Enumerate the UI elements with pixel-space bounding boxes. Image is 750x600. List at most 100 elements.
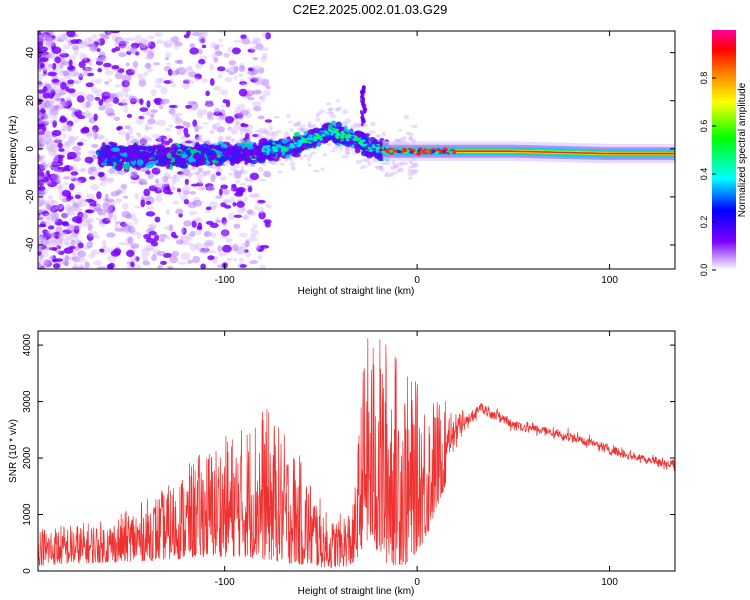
spectrogram-cell: [103, 92, 112, 97]
spectrogram-cell: [239, 128, 245, 135]
spectrogram-cell: [46, 144, 55, 152]
spectrogram-cell: [176, 171, 185, 175]
spectrogram-cell: [117, 102, 128, 106]
spectrogram-cell: [54, 218, 63, 226]
spectrogram-cell: [191, 220, 197, 228]
spectrogram-cell: [113, 116, 121, 121]
spectrogram-cell: [90, 85, 98, 94]
spectrogram-cell: [229, 65, 235, 70]
spectrogram-cell: [202, 122, 209, 125]
spectrogram-cell: [39, 57, 49, 63]
spectrogram-cell: [38, 228, 43, 233]
spectrogram-cell: [252, 133, 259, 138]
spectrogram-cell: [222, 230, 229, 237]
spectrogram-cell: [145, 170, 151, 175]
spectrogram-cell: [307, 128, 316, 135]
spectrogram-cell: [243, 249, 249, 253]
spectrogram-cell: [263, 152, 267, 155]
spectrogram-cell: [293, 141, 298, 145]
x-tick-label: -100: [215, 275, 235, 286]
spectrogram-cell: [182, 169, 186, 175]
spectrogram-cell: [107, 112, 116, 116]
spectrogram-cell: [349, 125, 357, 130]
spectrogram-cell: [221, 148, 227, 152]
spectrogram-cell: [56, 185, 61, 190]
spectrogram-cell: [299, 140, 304, 143]
spectrogram-cell: [48, 111, 59, 116]
snr-y-label: SNR (10 * v/v): [8, 419, 19, 483]
spectrogram-cell: [42, 130, 53, 138]
spectrogram-cell: [89, 205, 94, 209]
spectrogram-cell: [38, 235, 43, 244]
spectrogram-cell: [155, 194, 163, 203]
spectrogram-cell: [122, 195, 129, 199]
spectrogram-cell: [42, 92, 51, 99]
spectrogram-cell: [206, 185, 216, 192]
spectrogram-cell: [134, 218, 139, 225]
spectrogram-cell: [44, 130, 54, 138]
spectrogram-cell: [74, 107, 80, 112]
spectrogram-cell: [242, 126, 247, 131]
spectrogram-cell: [90, 166, 97, 172]
spectrogram-cell: [201, 78, 208, 83]
spectrogram-cell: [86, 219, 92, 227]
spectrogram-cell: [97, 67, 103, 73]
spectrogram-cell: [49, 39, 55, 47]
spectrogram-cell: [189, 230, 196, 237]
snr-x-ticks: -100 0 100: [215, 331, 618, 588]
spectrogram-cell: [190, 183, 199, 187]
spectrogram-cell: [189, 149, 198, 154]
spectrogram-cell: [265, 85, 271, 90]
spectrogram-cell: [51, 129, 62, 137]
spectrogram-cell: [292, 122, 299, 127]
spectrogram-cell: [397, 167, 405, 173]
spectrogram-cell: [203, 109, 208, 115]
spectrogram-cell: [185, 104, 193, 109]
spectrogram-cell: [350, 147, 355, 151]
spectrogram-cell: [138, 142, 143, 146]
spectrogram-cell: [93, 113, 98, 122]
spectrogram-cell: [394, 139, 400, 143]
spectrogram-cell: [283, 131, 290, 136]
spectrogram-cell: [84, 66, 89, 75]
spectrogram-cell: [338, 145, 344, 151]
spectrogram-cell: [46, 261, 53, 266]
spectrogram-cell: [236, 206, 245, 215]
spectrogram-cell: [218, 252, 227, 257]
spectrogram-cell: [165, 52, 172, 58]
spectrogram-cell: [252, 224, 258, 229]
spectrogram-cell: [413, 169, 419, 174]
spectrogram-cell: [313, 136, 318, 139]
spectrogram-cell: [183, 220, 192, 227]
spectrogram-cell: [330, 132, 334, 136]
spectrogram-cell: [38, 45, 41, 54]
spectrogram-cell: [307, 124, 313, 128]
spectrogram-cell: [259, 264, 266, 269]
spectrogram-cell: [51, 211, 59, 220]
spectrogram-cell: [39, 220, 48, 224]
spectrogram-cell: [134, 205, 144, 209]
spectrogram-cell: [173, 41, 183, 47]
spectrogram-cell: [308, 163, 312, 168]
spectrogram-cell: [153, 98, 162, 104]
spectrogram-cell: [50, 199, 58, 206]
spectrogram-cell: [40, 160, 48, 164]
spectrogram-cell: [247, 141, 254, 148]
spectrogram-cell: [118, 52, 127, 58]
spectrogram-cell: [197, 178, 202, 184]
spectrogram-cell: [55, 238, 62, 246]
spectrogram-cell: [130, 173, 140, 181]
spectrogram-cell: [139, 98, 144, 105]
spectrogram-cell: [63, 237, 69, 246]
spectrogram-cell: [38, 224, 47, 228]
spectrogram-cell: [86, 93, 95, 102]
spectrogram-cell: [58, 148, 65, 152]
spectrogram-cell: [398, 161, 404, 167]
spectrogram-cell: [136, 232, 142, 240]
spectrogram-cell: [144, 142, 148, 147]
spectrogram-cell: [93, 235, 100, 239]
spectrogram-cell: [307, 125, 315, 128]
spectrogram-cell: [88, 42, 95, 49]
spectrogram-cell: [258, 67, 265, 74]
spectrogram-cell: [140, 116, 146, 120]
